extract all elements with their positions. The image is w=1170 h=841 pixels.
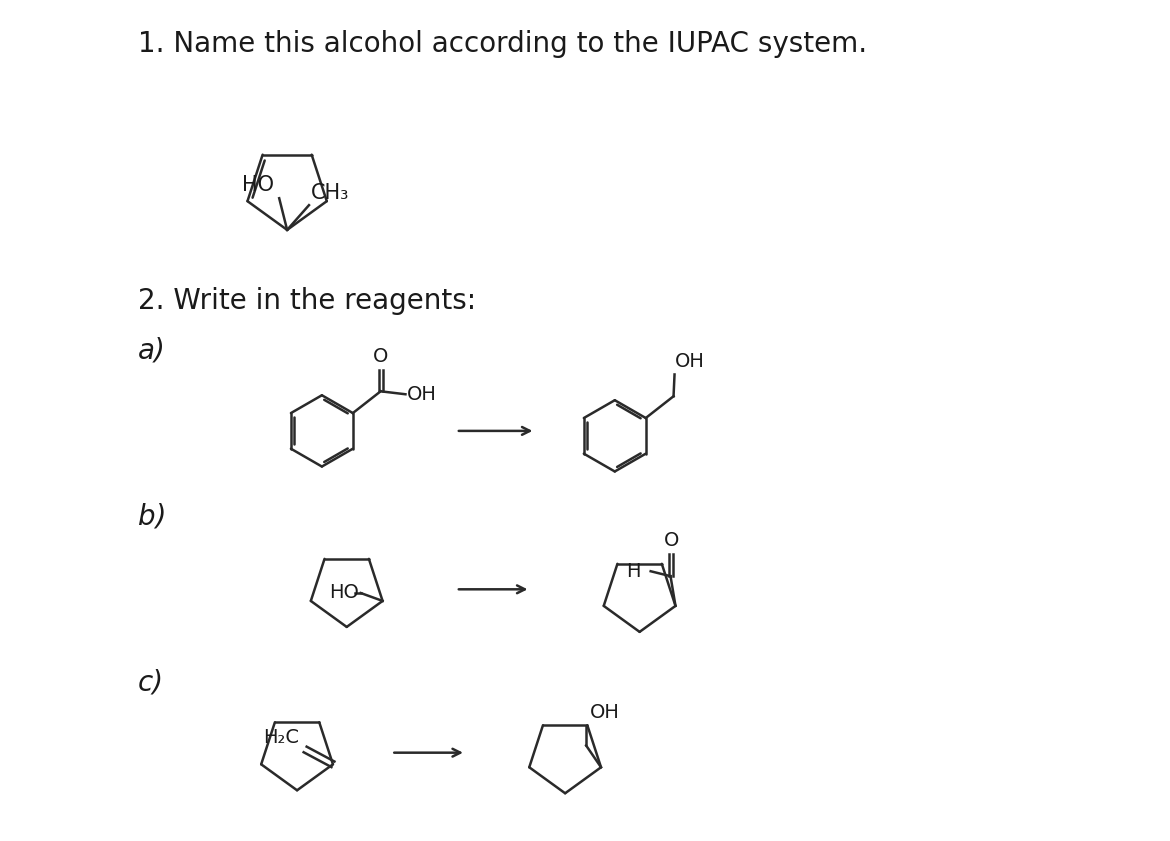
Text: H₂C: H₂C bbox=[263, 728, 300, 748]
Text: OH: OH bbox=[675, 352, 704, 371]
Text: O: O bbox=[373, 346, 388, 366]
Text: OH: OH bbox=[406, 385, 436, 404]
Text: b): b) bbox=[138, 502, 166, 530]
Text: HO: HO bbox=[329, 583, 359, 601]
Text: O: O bbox=[663, 532, 679, 551]
Text: 1. Name this alcohol according to the IUPAC system.: 1. Name this alcohol according to the IU… bbox=[138, 30, 867, 58]
Text: HO: HO bbox=[242, 175, 274, 195]
Text: 2. Write in the reagents:: 2. Write in the reagents: bbox=[138, 288, 476, 315]
Text: OH: OH bbox=[590, 703, 620, 722]
Text: c): c) bbox=[138, 669, 164, 696]
Text: H: H bbox=[626, 562, 641, 581]
Text: CH₃: CH₃ bbox=[311, 183, 350, 204]
Text: a): a) bbox=[138, 337, 166, 365]
